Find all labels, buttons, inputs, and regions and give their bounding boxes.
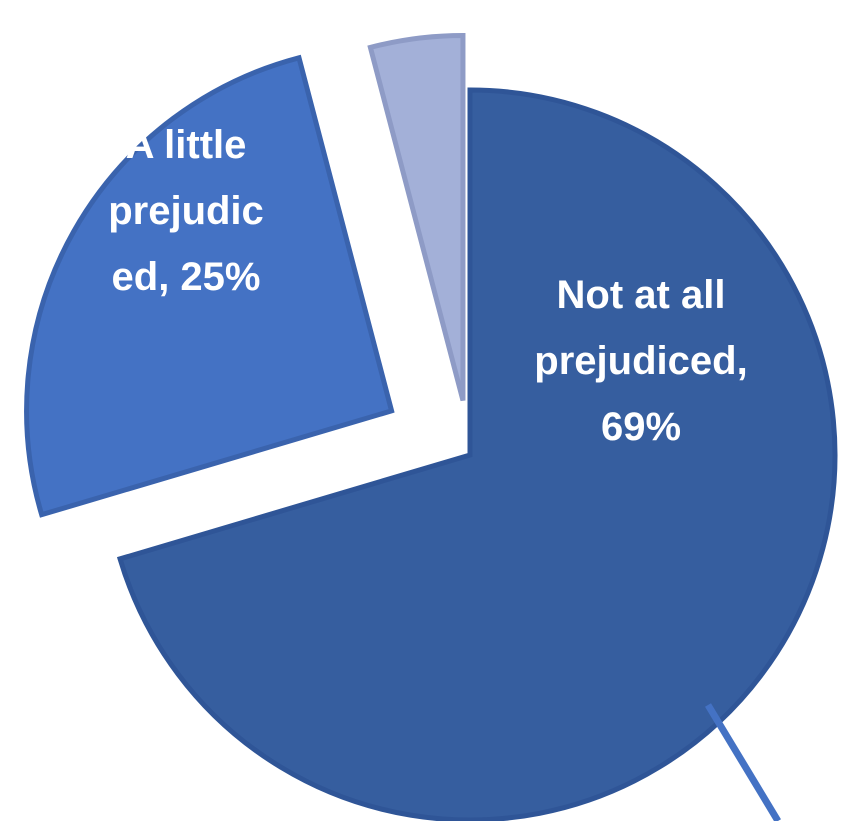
pie-slice-1 xyxy=(116,87,838,821)
slice-label-line: ed, 25% xyxy=(112,255,261,299)
slice-label-line: 69% xyxy=(601,405,681,449)
slice-label-line: prejudiced, xyxy=(534,339,747,383)
slice-label-1: Not at all prejudiced, 69% xyxy=(534,273,747,449)
slice-label-line: Not at all xyxy=(557,273,726,317)
pie-slice-3 xyxy=(367,32,466,402)
slice-label-line: prejudic xyxy=(108,189,264,233)
pie-slice-2 xyxy=(24,54,395,518)
slice-label-line: A little xyxy=(126,123,247,167)
slice-labels: Not at all prejudiced, 69% A little prejudic… xyxy=(108,123,747,449)
pie-slices xyxy=(24,32,838,821)
slice-label-2: A little prejudic ed, 25% xyxy=(108,123,264,299)
label-leader-line xyxy=(705,703,781,821)
